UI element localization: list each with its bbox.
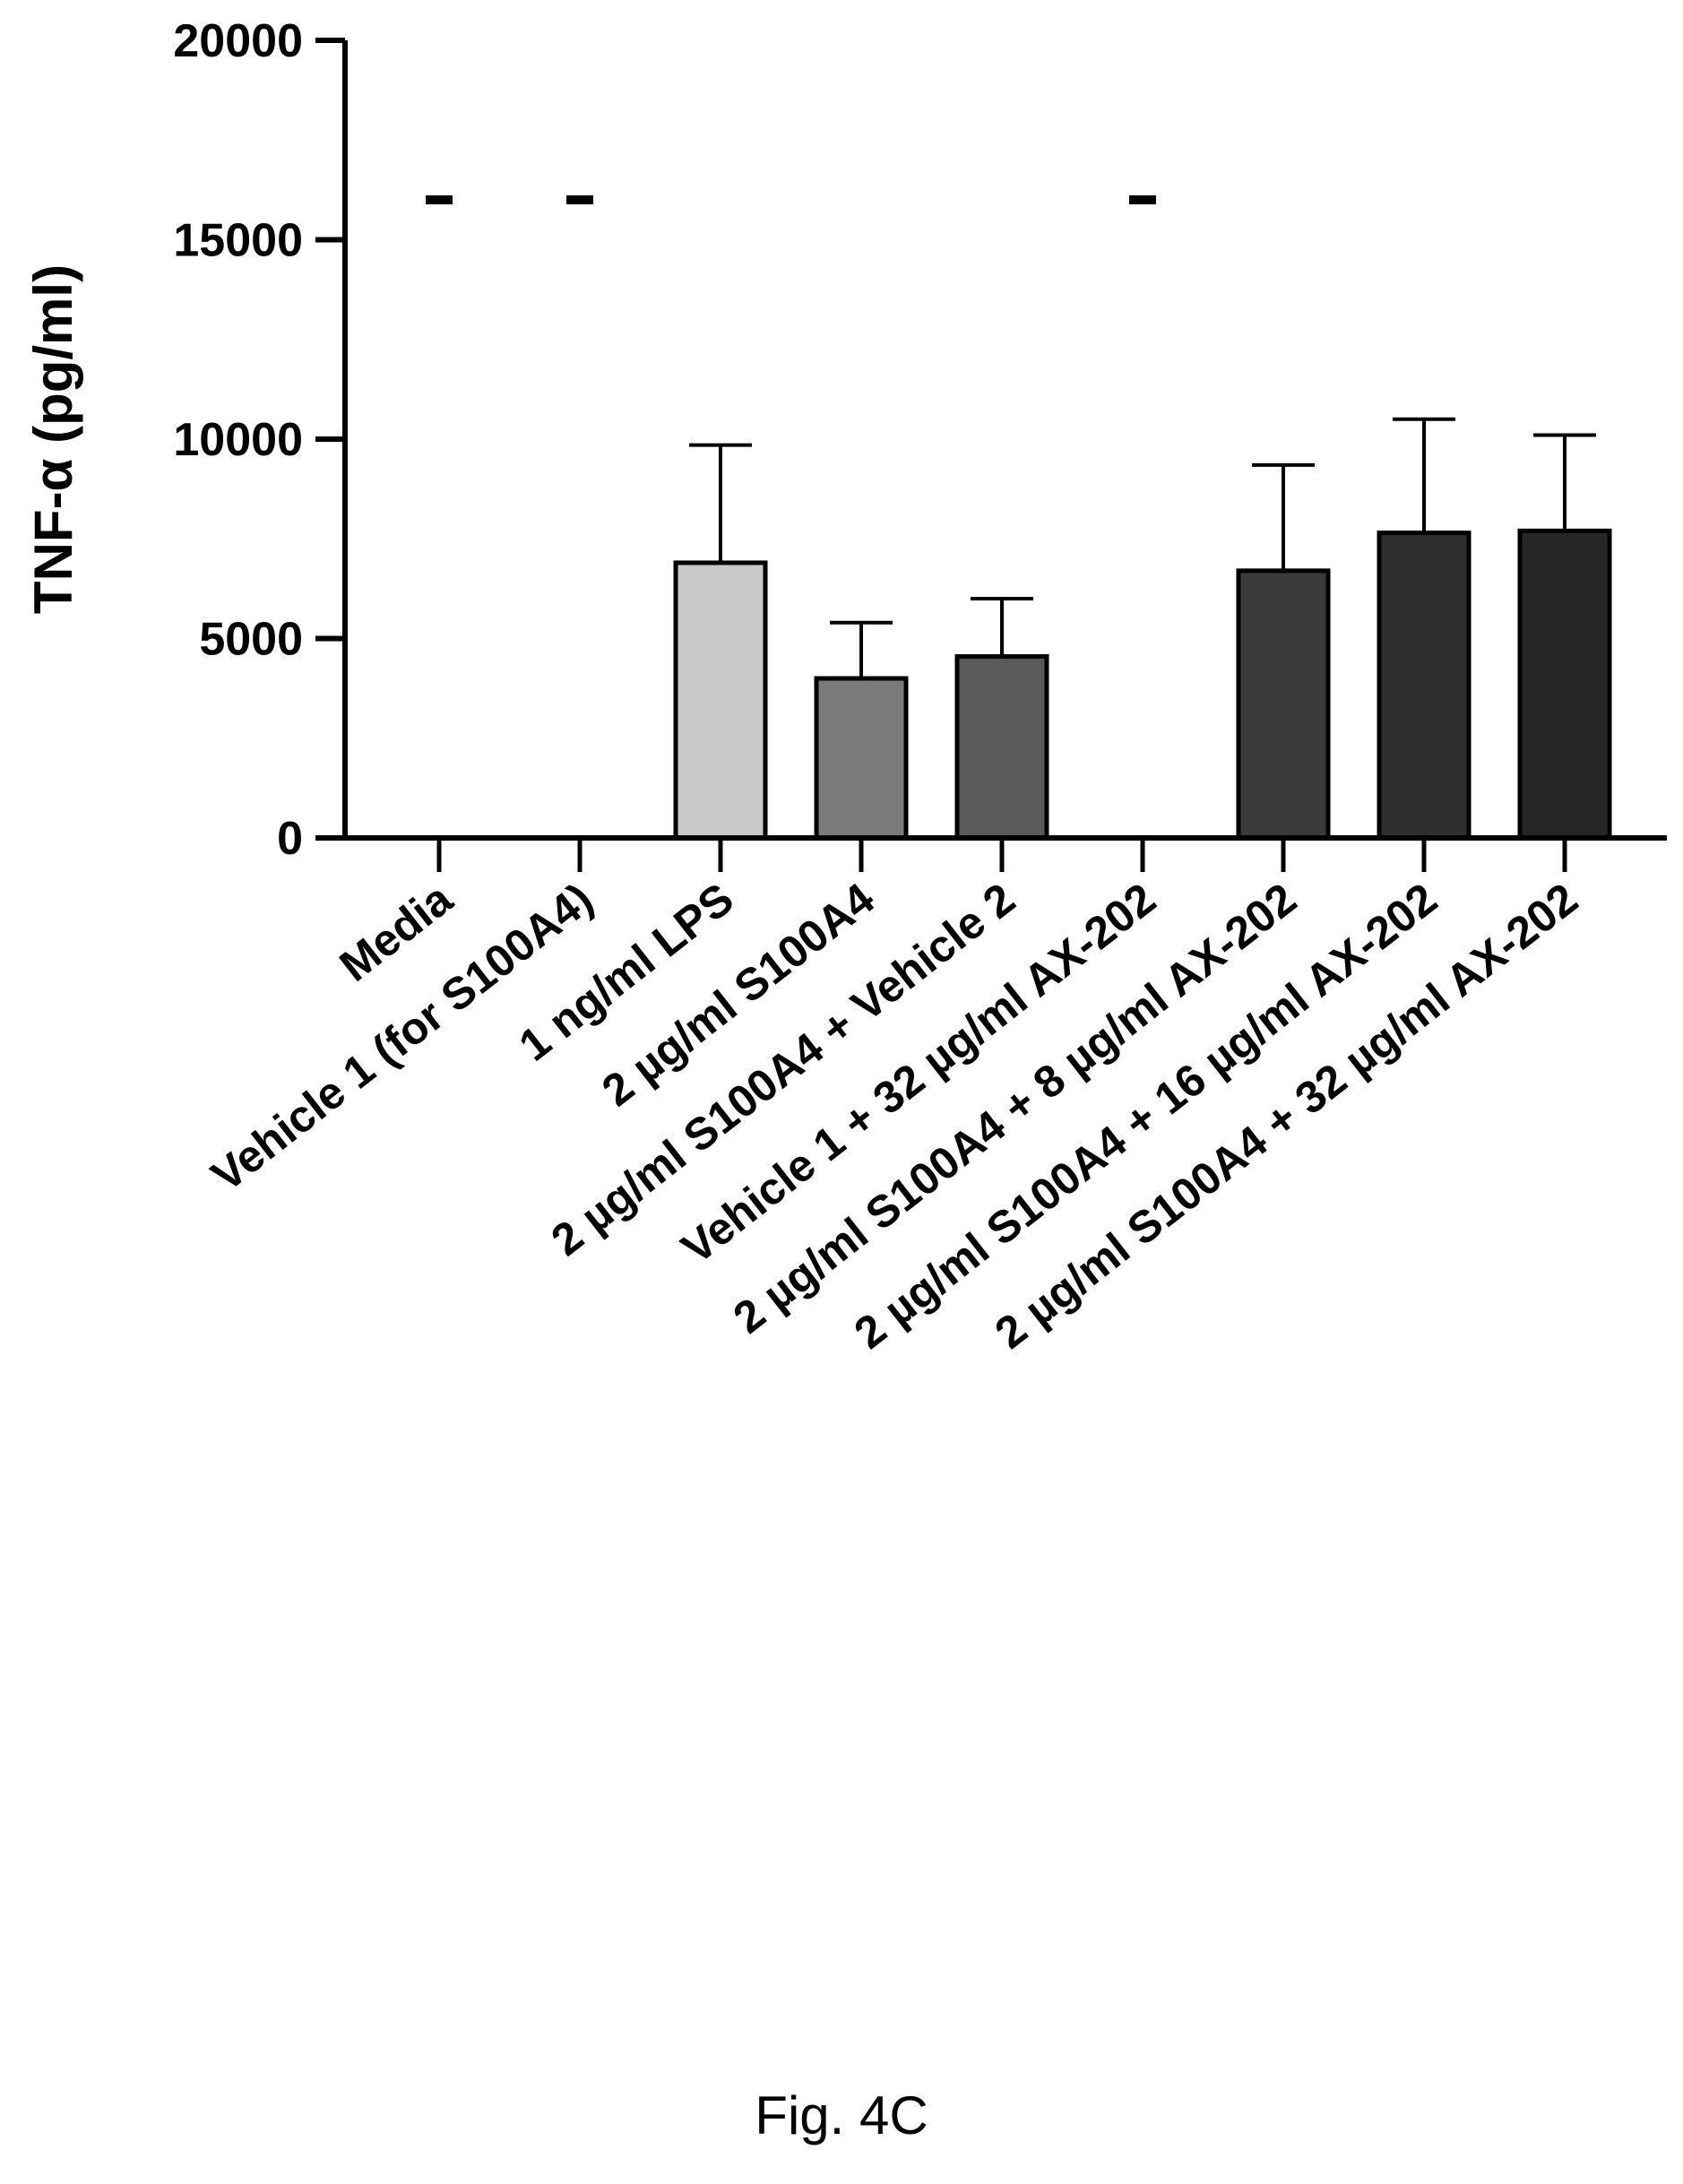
y-ticks-group: 0 5000 10000 15000 20000: [173, 15, 345, 865]
y-axis-title: TNF-α (pg/ml): [23, 264, 83, 614]
figure-caption: Fig. 4C: [755, 2085, 928, 2145]
error-bars-group: [689, 417, 1596, 678]
bars-group: [673, 528, 1612, 841]
missing-value-marker: [426, 195, 453, 204]
y-tick-label: 15000: [173, 215, 303, 267]
markers-group: [426, 195, 1156, 204]
y-tick-label: 10000: [173, 414, 303, 466]
bar: [1517, 528, 1612, 841]
bar: [954, 654, 1049, 841]
y-tick-label: 20000: [173, 15, 303, 67]
bar: [673, 560, 768, 841]
bar: [1377, 531, 1472, 841]
missing-value-marker: [566, 195, 593, 204]
y-tick-label: 5000: [199, 614, 303, 666]
bar: [1236, 568, 1331, 841]
missing-value-marker: [1129, 195, 1156, 204]
bar: [814, 676, 909, 841]
y-tick-label: 0: [277, 813, 303, 865]
